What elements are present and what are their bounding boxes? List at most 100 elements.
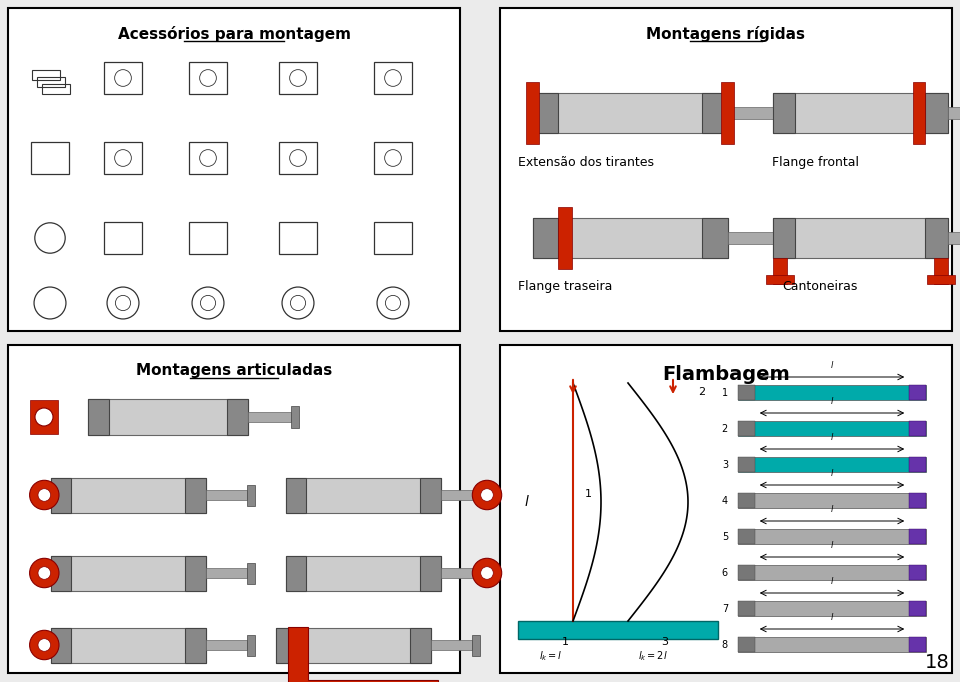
Text: Montagens rígidas: Montagens rígidas (646, 26, 805, 42)
Bar (189, 62, 227, 94)
Bar (441, 490, 482, 500)
Circle shape (472, 559, 502, 588)
Bar (420, 556, 441, 591)
Bar (738, 457, 926, 472)
Bar (374, 142, 412, 174)
Bar (472, 634, 480, 655)
Circle shape (30, 480, 59, 509)
Bar (248, 563, 255, 584)
Bar (924, 93, 948, 133)
Text: Extensão dos tirantes: Extensão dos tirantes (518, 156, 654, 169)
Bar (410, 627, 430, 662)
Bar (104, 222, 142, 254)
Bar (88, 399, 108, 435)
Bar (728, 233, 780, 243)
Bar (205, 490, 248, 500)
Bar (279, 62, 317, 94)
Bar (30, 400, 58, 434)
Text: l: l (830, 361, 833, 370)
Text: l: l (830, 541, 833, 550)
Text: $l_k=l$: $l_k=l$ (540, 649, 563, 663)
Text: l: l (830, 613, 833, 622)
Bar (702, 93, 728, 133)
Text: Acessórios para montagem: Acessórios para montagem (117, 26, 350, 42)
Bar (205, 640, 248, 650)
Bar (738, 421, 755, 436)
Bar (738, 385, 755, 400)
Text: 2: 2 (722, 424, 728, 434)
Bar (773, 218, 948, 258)
Bar (248, 634, 255, 655)
Bar (721, 82, 734, 144)
Bar (738, 565, 926, 580)
Bar (738, 493, 755, 508)
Text: 5: 5 (722, 531, 728, 542)
Text: Flange traseira: Flange traseira (518, 280, 612, 293)
Circle shape (30, 630, 59, 659)
Bar (738, 601, 926, 616)
Bar (276, 627, 430, 662)
Bar (909, 385, 926, 400)
Bar (909, 457, 926, 472)
Bar (189, 222, 227, 254)
Bar (909, 493, 926, 508)
Bar (738, 493, 926, 508)
Bar (773, 218, 795, 258)
Bar (420, 477, 441, 512)
Bar (285, 477, 441, 512)
Bar (518, 621, 718, 639)
Bar (248, 484, 255, 505)
Text: 8: 8 (722, 640, 728, 649)
Bar (909, 421, 926, 436)
Bar (738, 565, 755, 580)
Bar (189, 142, 227, 174)
Bar (248, 412, 291, 422)
Bar (765, 276, 794, 284)
Text: l: l (524, 495, 528, 509)
Bar (430, 640, 472, 650)
Bar (88, 399, 248, 435)
Bar (909, 565, 926, 580)
Bar (738, 637, 926, 652)
Bar (51, 477, 71, 512)
Circle shape (35, 408, 53, 426)
Text: 18: 18 (925, 653, 950, 672)
Bar (185, 556, 205, 591)
Bar (773, 93, 948, 133)
Bar (948, 233, 960, 243)
Bar (558, 207, 571, 269)
Bar (51, 627, 205, 662)
Bar (738, 637, 755, 652)
Bar (32, 70, 60, 80)
Bar (374, 62, 412, 94)
Bar (285, 556, 441, 591)
Bar (526, 82, 540, 144)
Bar (909, 637, 926, 652)
Text: l: l (830, 397, 833, 406)
Bar (738, 457, 755, 472)
Bar (780, 226, 790, 250)
Text: Flange frontal: Flange frontal (772, 156, 859, 169)
Bar (374, 222, 412, 254)
Text: 4: 4 (722, 496, 728, 505)
Text: l: l (830, 469, 833, 478)
Text: l: l (830, 577, 833, 586)
Bar (51, 556, 71, 591)
Bar (738, 529, 755, 544)
Bar (909, 529, 926, 544)
Bar (773, 258, 786, 284)
Circle shape (481, 489, 493, 501)
Bar (8, 8, 460, 331)
Text: 1: 1 (585, 489, 592, 499)
Text: 6: 6 (722, 567, 728, 578)
Bar (933, 258, 948, 284)
Circle shape (30, 559, 59, 588)
Text: Montagens articuladas: Montagens articuladas (136, 363, 332, 378)
Bar (285, 556, 305, 591)
Text: Cantoneiras: Cantoneiras (782, 280, 857, 293)
Text: 3: 3 (722, 460, 728, 469)
Bar (702, 218, 728, 258)
Bar (948, 107, 960, 119)
Bar (276, 627, 296, 662)
Bar (228, 399, 248, 435)
